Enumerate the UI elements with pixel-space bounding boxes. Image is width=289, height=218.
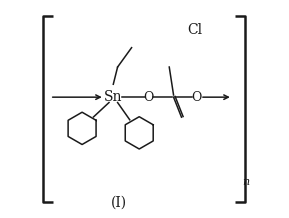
Text: O: O <box>191 91 201 104</box>
Text: (I): (I) <box>111 196 127 210</box>
Text: Sn: Sn <box>104 90 123 104</box>
Text: Cl: Cl <box>188 24 203 37</box>
Text: n: n <box>242 177 249 187</box>
Text: O: O <box>144 91 154 104</box>
